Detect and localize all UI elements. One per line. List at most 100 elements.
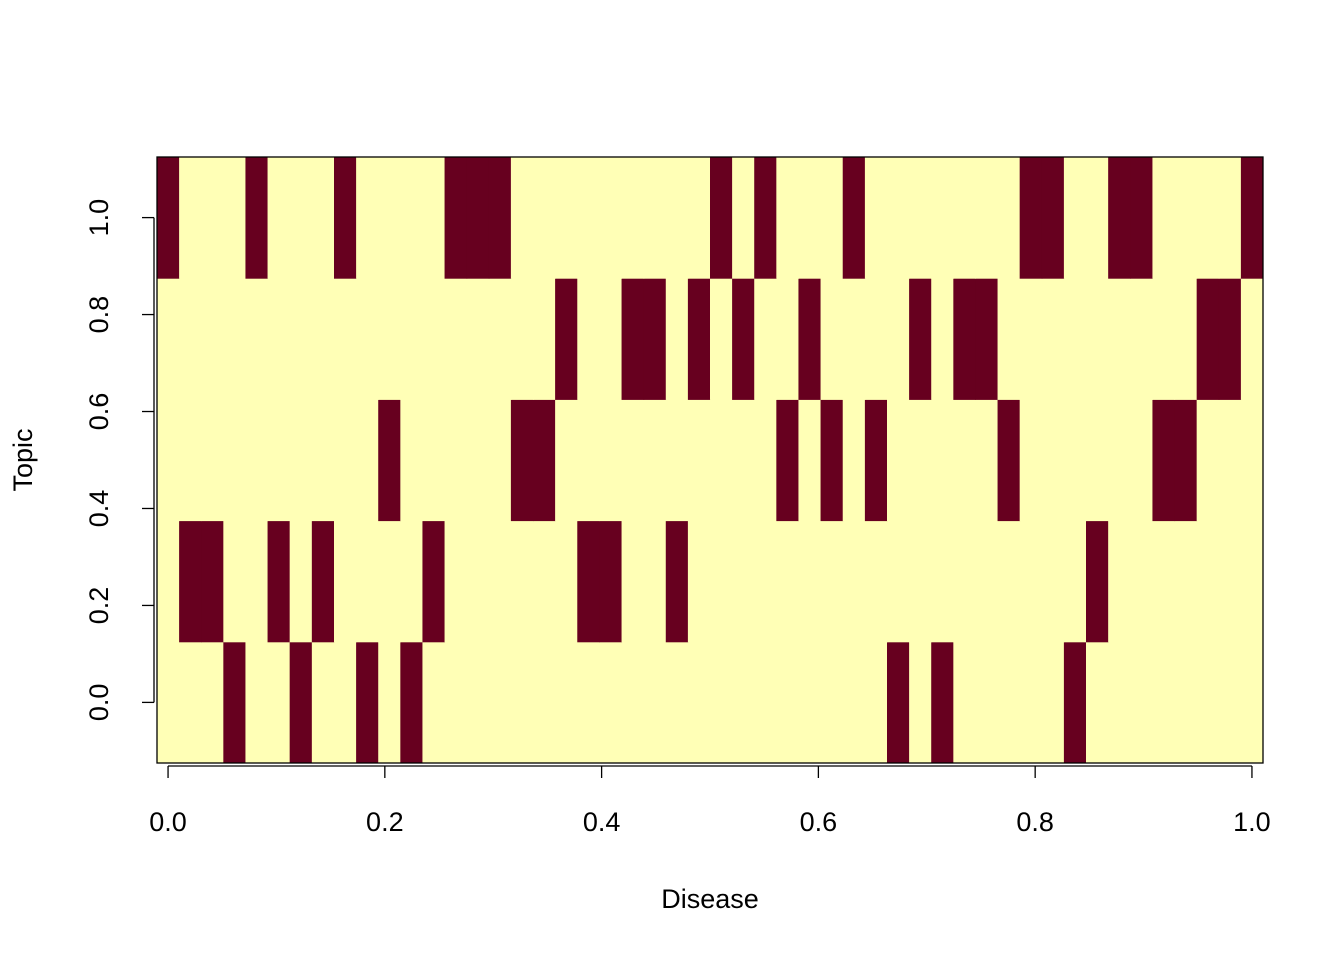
heat-cell: [1218, 157, 1242, 279]
heat-cell: [1108, 520, 1131, 643]
heat-cell: [157, 520, 180, 643]
heat-cell: [533, 399, 556, 522]
heat-cell: [975, 520, 999, 643]
heat-cell: [643, 278, 667, 400]
heat-cell: [732, 520, 755, 643]
heat-cell: [356, 520, 379, 643]
heat-cell: [488, 520, 512, 643]
heat-cell: [201, 641, 224, 764]
heat-cell: [710, 157, 733, 279]
heat-cell: [510, 157, 534, 279]
heat-cell: [289, 520, 313, 643]
heat-cell: [1086, 157, 1109, 279]
heat-cell: [267, 520, 291, 643]
heat-cell: [754, 520, 777, 643]
heat-cell: [157, 278, 180, 400]
heat-cell: [466, 641, 490, 764]
heat-cell: [1152, 399, 1176, 522]
heat-cell: [356, 399, 379, 522]
heat-cell: [179, 399, 202, 522]
heat-cell: [444, 520, 468, 643]
y-tick-label: 0.0: [84, 684, 114, 722]
heat-cell: [842, 399, 866, 522]
heat-cell: [333, 520, 357, 643]
heat-cell: [488, 399, 512, 522]
heat-cell: [201, 520, 224, 643]
heat-cell: [665, 157, 689, 279]
heat-cell: [245, 520, 269, 643]
heat-cell: [732, 399, 755, 522]
heat-cell: [289, 641, 313, 764]
heat-cell: [820, 520, 844, 643]
heat-cell: [1152, 278, 1176, 400]
heat-cell: [909, 399, 932, 522]
heat-cell: [400, 278, 423, 400]
heat-cell: [599, 157, 623, 279]
heat-cell: [842, 278, 866, 400]
heat-cell: [798, 157, 822, 279]
heat-cell: [1019, 641, 1043, 764]
heat-cell: [533, 278, 556, 400]
heat-cell: [975, 157, 999, 279]
heat-cell: [533, 641, 556, 764]
heat-cell: [864, 641, 888, 764]
heat-cell: [422, 520, 446, 643]
heat-cell: [577, 520, 600, 643]
heat-cell: [864, 157, 888, 279]
heat-cell: [245, 399, 269, 522]
x-tick-label: 0.4: [583, 807, 621, 837]
heat-cell: [1086, 278, 1109, 400]
heat-cell: [864, 520, 888, 643]
heat-cell: [798, 278, 822, 400]
heat-cell: [311, 520, 335, 643]
heat-cell: [909, 157, 932, 279]
heat-cell: [510, 278, 534, 400]
heat-cell: [931, 278, 954, 400]
heat-cell: [201, 278, 224, 400]
heat-cell: [621, 157, 645, 279]
heat-cell: [953, 157, 976, 279]
heat-cell: [422, 399, 446, 522]
heat-cell: [466, 520, 490, 643]
heat-cell: [687, 278, 711, 400]
heat-cell: [798, 399, 822, 522]
heat-cell: [289, 399, 313, 522]
heat-cell: [975, 399, 999, 522]
heat-cell: [1130, 157, 1153, 279]
heat-cell: [1240, 520, 1264, 643]
heat-cell: [710, 641, 733, 764]
heat-cell: [223, 399, 246, 522]
heat-cell: [1108, 399, 1131, 522]
heat-cell: [710, 278, 733, 400]
heat-cell: [886, 520, 910, 643]
heat-cell: [488, 278, 512, 400]
heat-cell: [864, 278, 888, 400]
heat-cell: [1196, 520, 1220, 643]
heat-cell: [1041, 157, 1065, 279]
heat-cell: [179, 641, 202, 764]
heat-cell: [997, 641, 1021, 764]
heat-cell: [179, 520, 202, 643]
heat-cell: [179, 278, 202, 400]
plot-frame: [156, 156, 1264, 764]
heat-cell: [776, 399, 799, 522]
heat-cell: [289, 278, 313, 400]
heat-cell: [776, 278, 799, 400]
heat-cell: [555, 399, 578, 522]
heat-cell: [1130, 641, 1153, 764]
heat-cell: [1086, 641, 1109, 764]
heat-cell: [245, 157, 269, 279]
heat-cell: [1152, 157, 1176, 279]
heat-cell: [201, 157, 224, 279]
heat-cell: [400, 641, 423, 764]
heat-cell: [311, 641, 335, 764]
heat-cell: [820, 399, 844, 522]
heat-cell: [665, 399, 689, 522]
heat-cell: [886, 641, 910, 764]
heat-cell: [1196, 399, 1220, 522]
heat-cell: [422, 278, 446, 400]
heat-cell: [864, 399, 888, 522]
heat-cell: [356, 157, 379, 279]
heat-cell: [1130, 399, 1153, 522]
heat-cell: [754, 157, 777, 279]
